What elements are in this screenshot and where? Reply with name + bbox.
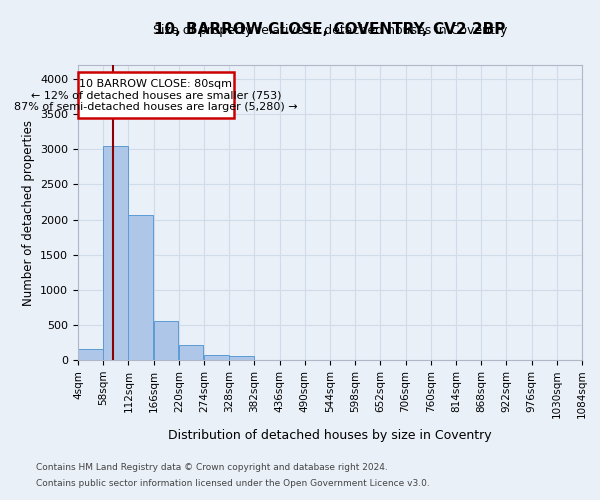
Bar xyxy=(128,216,153,360)
Text: 87% of semi-detached houses are larger (5,280) →: 87% of semi-detached houses are larger (… xyxy=(14,102,298,112)
Bar xyxy=(78,350,103,360)
Bar xyxy=(229,356,254,360)
Text: 10, BARROW CLOSE, COVENTRY, CV2 2BP: 10, BARROW CLOSE, COVENTRY, CV2 2BP xyxy=(154,22,506,38)
Text: 10 BARROW CLOSE: 80sqm: 10 BARROW CLOSE: 80sqm xyxy=(79,78,232,88)
Bar xyxy=(154,322,178,360)
Text: ← 12% of detached houses are smaller (753): ← 12% of detached houses are smaller (75… xyxy=(31,90,281,100)
Title: Size of property relative to detached houses in Coventry: Size of property relative to detached ho… xyxy=(153,24,507,38)
FancyBboxPatch shape xyxy=(78,72,234,118)
Bar xyxy=(204,355,229,360)
Bar xyxy=(179,345,203,360)
Text: Contains HM Land Registry data © Crown copyright and database right 2024.: Contains HM Land Registry data © Crown c… xyxy=(36,464,388,472)
X-axis label: Distribution of detached houses by size in Coventry: Distribution of detached houses by size … xyxy=(168,430,492,442)
Y-axis label: Number of detached properties: Number of detached properties xyxy=(22,120,35,306)
Bar xyxy=(103,146,128,360)
Text: Contains public sector information licensed under the Open Government Licence v3: Contains public sector information licen… xyxy=(36,478,430,488)
